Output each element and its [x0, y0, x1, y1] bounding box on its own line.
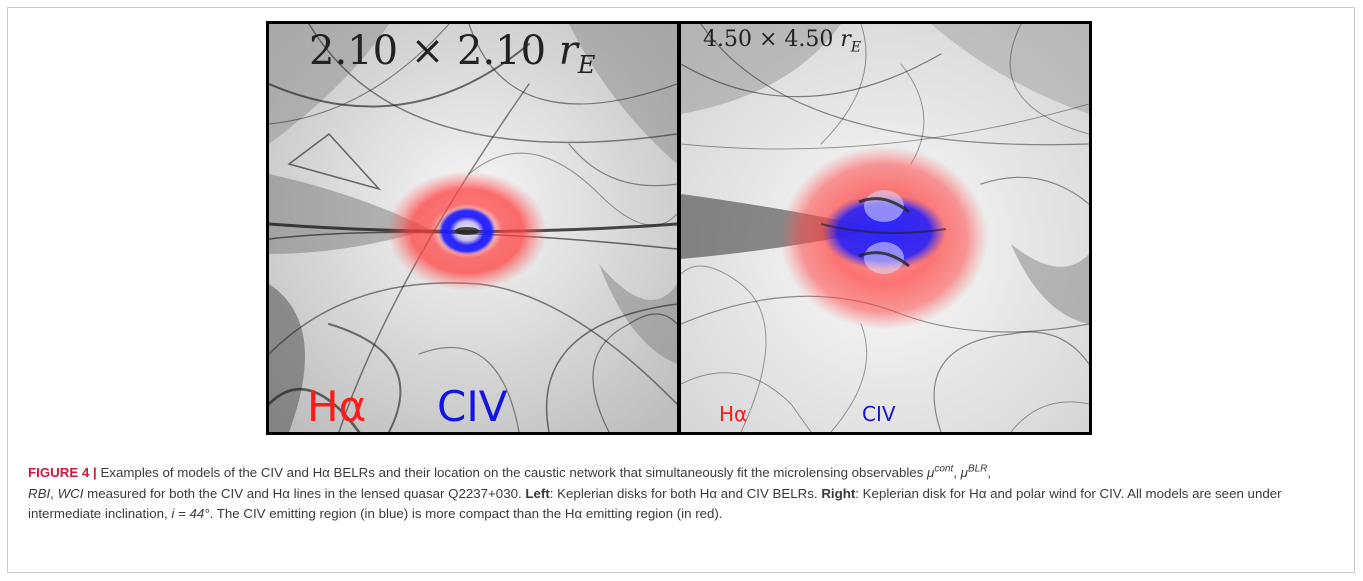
scale-label-left: 2.10 × 2.10 rE [309, 28, 596, 79]
scale-label-right: 4.50 × 4.50 rE [703, 27, 862, 56]
halpha-label-right: Hα [719, 402, 748, 426]
halpha-label-left: Hα [307, 382, 367, 431]
figure-label: FIGURE 4 | [28, 465, 97, 480]
civ-label-right: CIV [862, 402, 896, 426]
caustic-map-right [681, 24, 1089, 432]
caustic-map-left [269, 24, 677, 432]
civ-label-left: CIV [437, 382, 508, 431]
figure-caption: FIGURE 4 | Examples of models of the CIV… [28, 463, 1282, 521]
caustic-panel-left: 2.10 × 2.10 rE Hα CIV [266, 21, 680, 435]
caustic-panel-right: 4.50 × 4.50 rE Hα CIV [678, 21, 1092, 435]
